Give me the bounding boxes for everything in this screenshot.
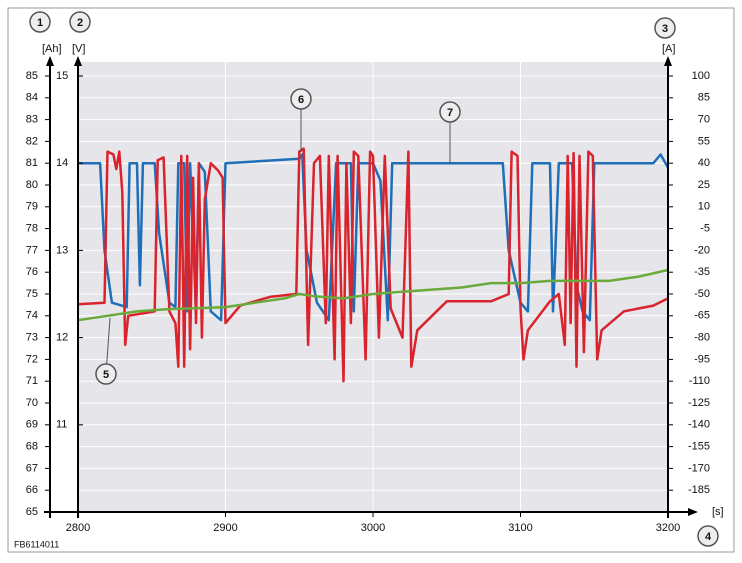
v-unit: [V] <box>72 43 85 55</box>
arrow <box>664 56 672 66</box>
lines <box>77 147 670 383</box>
callout-circle <box>29 11 51 33</box>
y-tick-label: 71 <box>26 375 38 387</box>
y-tick-label: 67 <box>26 462 38 474</box>
ah-unit: [Ah] <box>42 43 62 55</box>
callout-label: 7 <box>447 107 453 119</box>
y3-tick-label: 40 <box>698 157 710 169</box>
y3-tick-label: -65 <box>694 310 710 322</box>
y-tick-label: 75 <box>26 288 38 300</box>
x-tick-label: 3000 <box>361 522 385 534</box>
callout-label: 5 <box>103 369 109 381</box>
series-line <box>78 153 670 322</box>
y2-tick-label: 11 <box>56 419 67 431</box>
y2-tick-label: 12 <box>56 332 68 344</box>
y-tick-label: 78 <box>26 223 38 235</box>
figure-id: FB6114011 <box>14 539 59 549</box>
y3-tick-label: -140 <box>688 419 710 431</box>
callout-label: 2 <box>77 17 83 29</box>
y-tick-label: 80 <box>26 179 38 191</box>
y3-tick-label: 25 <box>698 179 710 191</box>
y-tick-label: 66 <box>26 484 38 496</box>
x-tick-label: 2800 <box>66 522 90 534</box>
y-tick-label: 69 <box>26 419 38 431</box>
y-tick-label: 82 <box>26 135 38 147</box>
y2-tick-label: 13 <box>56 244 68 256</box>
y3-tick-label: -155 <box>688 441 710 453</box>
x-tick-label: 2900 <box>213 522 237 534</box>
callout-label: 3 <box>662 23 668 35</box>
series-line <box>77 268 669 322</box>
y2-tick-label: 14 <box>56 157 68 169</box>
callout-circle <box>69 11 91 33</box>
y-tick-label: 68 <box>26 441 38 453</box>
y3-tick-label: -80 <box>694 332 710 344</box>
y3-tick-label: -125 <box>688 397 710 409</box>
y3-tick-label: 70 <box>698 114 710 126</box>
y3-tick-label: -95 <box>694 353 710 365</box>
a-unit: [A] <box>662 43 675 55</box>
callout-circle <box>439 101 461 123</box>
y3-tick-label: -35 <box>694 266 710 278</box>
y3-tick-label: 85 <box>698 92 710 104</box>
callout-circle <box>95 363 117 385</box>
y3-tick-label: 10 <box>698 201 710 213</box>
y3-tick-label: -110 <box>689 375 710 387</box>
y-tick-label: 70 <box>26 397 38 409</box>
y3-tick-label: -20 <box>694 244 710 256</box>
y-tick-label: 73 <box>26 332 38 344</box>
y3-tick-label: -170 <box>688 462 710 474</box>
y-tick-label: 77 <box>26 244 38 256</box>
y-tick-label: 84 <box>26 92 38 104</box>
x-tick-label: 3200 <box>656 522 680 534</box>
y-tick-label: 74 <box>26 310 38 322</box>
x-tick-label: 3100 <box>508 522 532 534</box>
callout-label: 1 <box>37 17 43 29</box>
axes <box>44 62 690 518</box>
series-line <box>77 147 669 383</box>
arrow <box>46 56 54 66</box>
y-tick-label: 83 <box>26 114 38 126</box>
y3-tick-label: 55 <box>698 135 710 147</box>
callout-circle <box>290 88 312 110</box>
y3-tick-label: -50 <box>694 288 710 300</box>
y-tick-label: 85 <box>26 70 38 82</box>
callout-label: 6 <box>298 94 304 106</box>
y2-tick-label: 15 <box>56 70 68 82</box>
x-unit: [s] <box>712 506 724 518</box>
y-tick-label: 65 <box>26 506 38 518</box>
y3-tick-label: 100 <box>692 70 710 82</box>
arrow <box>74 56 82 66</box>
y-tick-label: 72 <box>26 353 38 365</box>
arrow <box>688 508 698 516</box>
callout-circle <box>654 17 676 39</box>
y-tick-label: 79 <box>26 201 38 213</box>
callout-circle <box>697 525 719 547</box>
arrows <box>46 56 698 516</box>
y3-tick-label: -185 <box>688 484 710 496</box>
y3-tick-label: -5 <box>700 223 710 235</box>
y-tick-label: 81 <box>26 157 38 169</box>
y-tick-label: 76 <box>26 266 38 278</box>
callout-label: 4 <box>705 531 712 543</box>
